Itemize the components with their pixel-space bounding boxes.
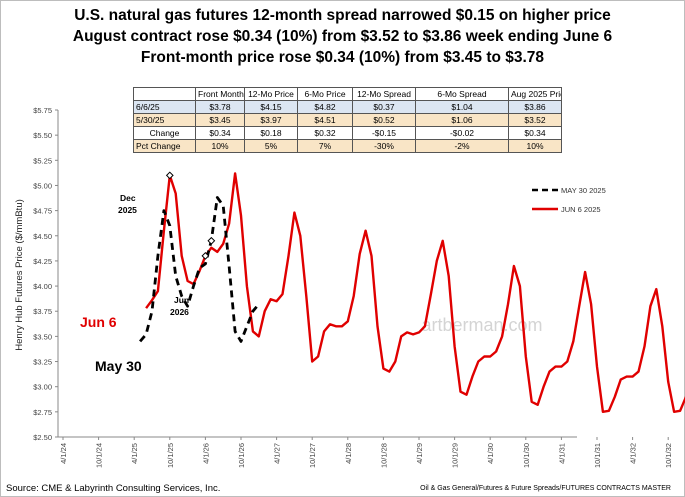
x-tick-label: 10/1/28 <box>379 443 388 468</box>
table-cell: $0.37 <box>352 100 416 114</box>
x-tick-label: 4/1/31 <box>557 443 566 464</box>
point-marker <box>201 251 210 260</box>
y-tick-label: $5.00 <box>33 181 52 190</box>
table-cell: -2% <box>415 139 509 153</box>
x-tick-label: 10/1/24 <box>95 443 104 468</box>
table-cell: 10% <box>195 139 245 153</box>
table-cell: $4.82 <box>297 100 353 114</box>
y-tick-label: $5.50 <box>33 131 52 140</box>
x-tick-label: 4/1/25 <box>130 443 139 464</box>
y-tick-label: $2.75 <box>33 408 52 417</box>
x-tick-label: 4/1/27 <box>273 443 282 464</box>
point-marker <box>207 236 216 245</box>
annotation-may30: May 30 <box>95 358 142 374</box>
series-line-may-30-2025 <box>139 196 260 343</box>
y-tick-label: $4.00 <box>33 282 52 291</box>
col-header: 6-Mo Price <box>297 87 353 101</box>
table-cell: $3.78 <box>195 100 245 114</box>
x-tick-label: 4/1/29 <box>415 443 424 464</box>
x-tick-label: 4/1/26 <box>201 443 210 464</box>
x-tick-label: 10/1/29 <box>451 443 460 468</box>
legend-label-jun6: JUN 6 2025 <box>561 205 601 214</box>
x-tick-label: 4/1/24 <box>59 443 68 464</box>
table-row: Pct Change 10% 5% 7% -30% -2% 10% <box>133 139 562 153</box>
x-tick-label: 10/1/25 <box>166 443 175 468</box>
legend-label-may30: MAY 30 2025 <box>561 186 606 195</box>
table-cell: 10% <box>508 139 562 153</box>
stats-table: Front Month 12-Mo Price 6-Mo Price 12-Mo… <box>133 87 562 153</box>
x-tick-label: 10/1/32 <box>664 443 673 468</box>
table-cell: -30% <box>352 139 416 153</box>
table-cell: $0.32 <box>297 126 353 140</box>
title-line-3: Front-month price rose $0.34 (10%) from … <box>140 49 545 66</box>
table-cell: 5% <box>244 139 298 153</box>
title-line-2: August contract rose $0.34 (10%) from $3… <box>72 28 613 45</box>
table-cell: $0.52 <box>352 113 416 127</box>
col-header: 12-Mo Spread <box>352 87 416 101</box>
x-tick-label: 10/1/31 <box>593 443 602 468</box>
col-header: 12-Mo Price <box>244 87 298 101</box>
annotation-jun-line2: 2026 <box>170 307 189 317</box>
y-tick-label: $4.50 <box>33 232 52 241</box>
col-header: Aug 2025 Price <box>508 87 562 101</box>
y-tick-label: $5.25 <box>33 156 52 165</box>
x-tick-label: 10/1/26 <box>237 443 246 468</box>
series-line-jun-6-2025 <box>145 172 685 413</box>
legend: MAY 30 2025 JUN 6 2025 <box>532 186 606 214</box>
x-tick-label: 10/1/30 <box>522 443 531 468</box>
table-cell: $3.97 <box>244 113 298 127</box>
y-tick-label: $3.50 <box>33 332 52 341</box>
table-header-row: Front Month 12-Mo Price 6-Mo Price 12-Mo… <box>133 87 562 101</box>
annotation-dec-line2: 2025 <box>118 205 137 215</box>
row-label: 6/6/25 <box>133 100 196 114</box>
x-tick-label: 10/1/27 <box>308 443 317 468</box>
table-cell: -$0.15 <box>352 126 416 140</box>
x-tick-label: 4/1/32 <box>629 443 638 464</box>
point-marker <box>165 171 174 180</box>
source-note: Source: CME & Labyrinth Consulting Servi… <box>6 483 221 494</box>
table-cell: $3.86 <box>508 100 562 114</box>
y-tick-label: $2.50 <box>33 433 52 442</box>
y-axis-label: Henry Hub Futures Price ($/mmBtu) <box>14 199 25 351</box>
footer-note: Oil & Gas General/Futures & Future Sprea… <box>420 485 671 492</box>
y-tick-label: $5.75 <box>33 106 52 115</box>
table-row: 6/6/25 $3.78 $4.15 $4.82 $0.37 $1.04 $3.… <box>133 100 562 114</box>
y-tick-label: $4.25 <box>33 257 52 266</box>
row-label: 5/30/25 <box>133 113 196 127</box>
row-label: Pct Change <box>133 139 196 153</box>
y-tick-label: $3.25 <box>33 358 52 367</box>
x-tick-label: 4/1/28 <box>344 443 353 464</box>
x-tick-label: 4/1/30 <box>486 443 495 464</box>
y-tick-label: $3.75 <box>33 307 52 316</box>
y-tick-label: $4.75 <box>33 207 52 216</box>
annotation-jun-line1: Jun <box>174 295 189 305</box>
title-line-1: U.S. natural gas futures 12-month spread… <box>74 7 611 24</box>
y-tick-label: $3.00 <box>33 383 52 392</box>
annotation-jun6: Jun 6 <box>80 314 117 330</box>
annotation-dec-line1: Dec <box>120 193 136 203</box>
